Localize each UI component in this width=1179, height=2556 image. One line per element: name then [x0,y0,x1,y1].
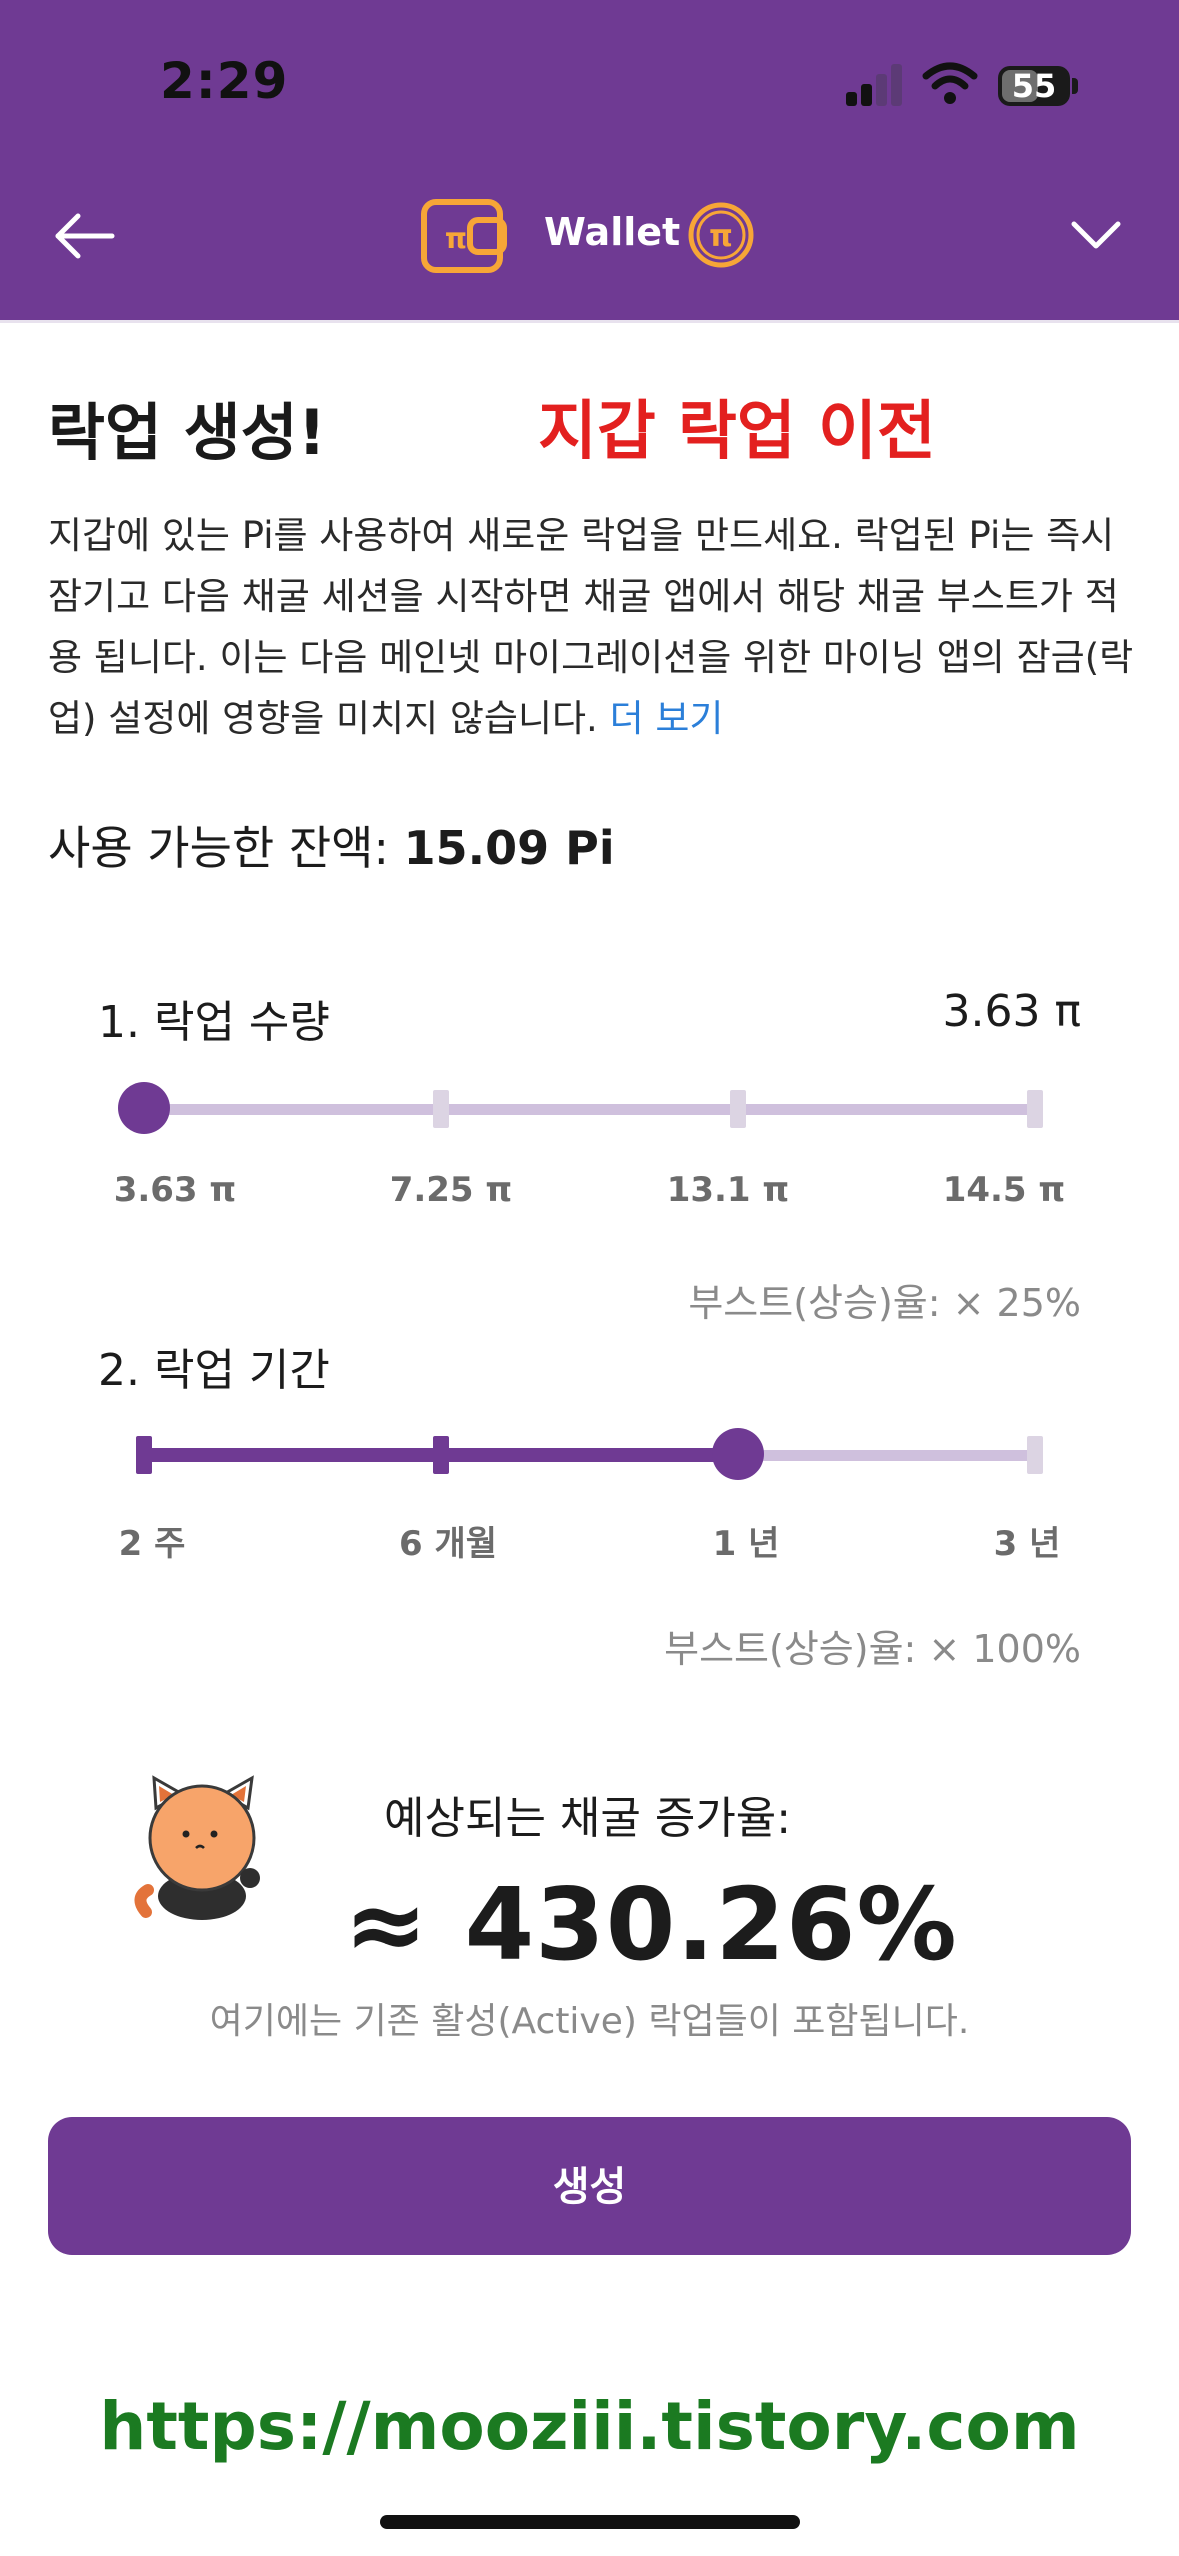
description-body: 지갑에 있는 Pi를 사용하여 새로운 락업을 만드세요. 락업된 Pi는 즉시… [48,514,1134,740]
period-tick-label[interactable]: 1 년 [712,1524,780,1564]
svg-text:π: π [709,219,733,254]
overlay-caption: 지갑 락업 이전 [538,395,936,469]
period-tick-label[interactable]: 3 년 [993,1524,1061,1564]
slider-track [144,1104,1036,1115]
battery-level: 55 [1011,67,1057,105]
more-link[interactable]: 더 보기 [609,697,724,740]
app-header: 2:29 55 π Wallet π [0,0,1179,322]
header-title: Wallet [544,210,681,254]
status-time: 2:29 [160,52,289,110]
chevron-down-icon[interactable] [1070,218,1122,254]
slider-tick [433,1090,449,1128]
back-arrow-icon[interactable] [52,208,116,264]
slider-tick [136,1436,152,1474]
create-button[interactable]: 생성 [48,2117,1131,2255]
balance-label: 사용 가능한 잔액: [48,821,389,875]
pi-coin-icon: π [688,202,754,268]
slider-knob[interactable] [712,1428,764,1480]
wifi-icon [922,62,978,104]
slider-tick [1027,1090,1043,1128]
estimate-value: ≈ 430.26% [344,1866,958,1983]
amount-boost-rate: 부스트(상승)율: × 25% [688,1281,1081,1325]
slider-knob[interactable] [118,1082,170,1134]
amount-tick-label[interactable]: 13.1 π [666,1170,790,1210]
slider-tick [730,1090,746,1128]
battery-icon: 55 [998,66,1070,106]
amount-tick-label[interactable]: 7.25 π [389,1170,513,1210]
lockup-amount-slider[interactable] [118,1078,1043,1138]
lockup-amount-value: 3.63 π [942,986,1081,1037]
lockup-period-label: 2. 락업 기간 [98,1345,330,1396]
header-divider [0,320,1179,323]
cellular-signal-icon [846,60,904,106]
lockup-amount-label: 1. 락업 수량 [98,997,330,1048]
slider-tick [1027,1436,1043,1474]
estimate-label: 예상되는 채굴 증가율: [384,1793,792,1844]
page-title: 락업 생성! [48,396,327,469]
period-tick-label[interactable]: 2 주 [118,1524,186,1564]
amount-tick-label[interactable]: 3.63 π [113,1170,237,1210]
period-boost-rate: 부스트(상승)율: × 100% [664,1627,1081,1671]
watermark-url: https://mooziii.tistory.com [99,2388,1080,2465]
svg-text:π: π [445,222,467,255]
amount-tick-label[interactable]: 14.5 π [942,1170,1066,1210]
home-indicator [380,2515,800,2529]
battery-nub [1072,78,1078,94]
balance-value: 15.09 Pi [403,821,615,875]
available-balance: 사용 가능한 잔액: 15.09 Pi [48,812,615,878]
period-tick-label[interactable]: 6 개월 [398,1524,498,1564]
wallet-icon: π [421,199,507,273]
estimate-note: 여기에는 기존 활성(Active) 락업들이 포함됩니다. [209,2001,970,2042]
mascot-illustration [134,1775,260,1920]
slider-tick [433,1436,449,1474]
lockup-period-slider[interactable] [136,1424,1043,1484]
description-text: 지갑에 있는 Pi를 사용하여 새로운 락업을 만드세요. 락업된 Pi는 즉시… [48,505,1138,749]
